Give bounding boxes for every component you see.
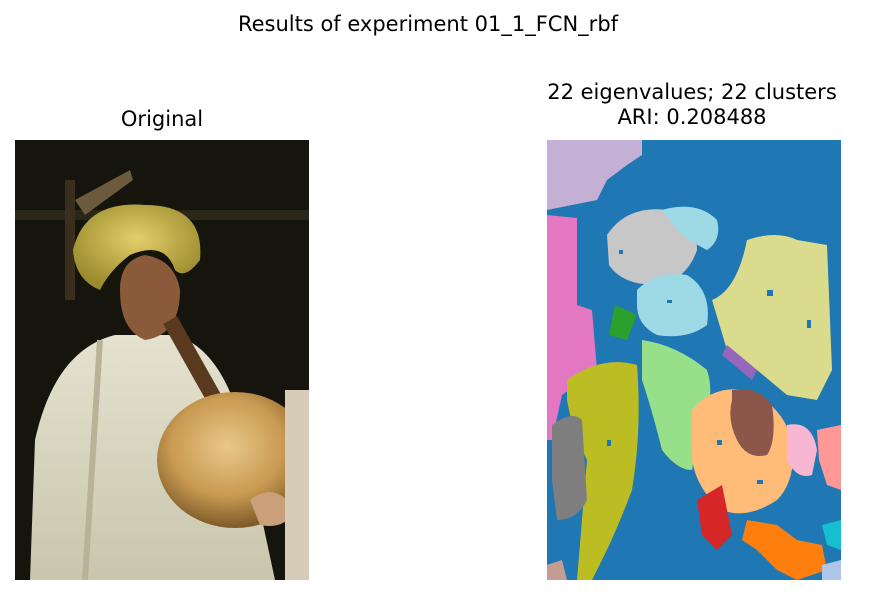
- cluster-green: [609, 305, 637, 340]
- instrument-neck: [163, 316, 222, 404]
- segmentation-map-svg: [547, 140, 841, 580]
- noise-speck: [767, 290, 773, 296]
- cluster-gray: [552, 416, 587, 520]
- bg-person: [285, 390, 309, 580]
- cluster-red: [697, 485, 732, 550]
- cluster-purple: [722, 345, 757, 380]
- noise-speckles: [607, 250, 811, 484]
- noise-speck: [757, 480, 763, 484]
- cluster-brown: [730, 389, 774, 456]
- cluster-salmon: [817, 425, 841, 490]
- segmentation-title-line1: 22 eigenvalues; 22 clusters: [547, 80, 837, 104]
- cluster-light-cyan: [637, 274, 708, 337]
- strap: [82, 339, 103, 580]
- original-photo: [15, 140, 309, 580]
- background-post: [65, 180, 75, 300]
- cluster-pink: [547, 215, 597, 440]
- segmentation-map: [547, 140, 841, 580]
- original-photo-svg: [15, 140, 309, 580]
- noise-speck: [607, 440, 611, 446]
- noise-speck: [807, 320, 811, 328]
- face-shape: [120, 255, 180, 340]
- cluster-orange: [742, 520, 827, 580]
- segmentation-title: 22 eigenvalues; 22 clusters ARI: 0.20848…: [512, 80, 872, 130]
- cluster-cyan: [822, 520, 841, 550]
- cluster-light-pink: [787, 424, 817, 476]
- noise-speck: [619, 250, 623, 254]
- cluster-light-cyan-top: [662, 206, 719, 250]
- cluster-lavender: [547, 140, 642, 210]
- original-image-title: Original: [120, 107, 204, 131]
- cluster-light-blue: [822, 560, 841, 580]
- noise-speck: [717, 440, 722, 445]
- hand-shape: [250, 492, 295, 526]
- segmentation-title-line2: ARI: 0.208488: [617, 105, 767, 129]
- instrument-peg: [75, 170, 133, 215]
- cluster-olive: [567, 362, 639, 580]
- cluster-light-gray: [607, 209, 697, 285]
- turban-shape: [73, 204, 201, 290]
- figure-suptitle: Results of experiment 01_1_FCN_rbf: [237, 12, 619, 36]
- cluster-tan: [547, 560, 567, 580]
- noise-speck: [667, 300, 672, 303]
